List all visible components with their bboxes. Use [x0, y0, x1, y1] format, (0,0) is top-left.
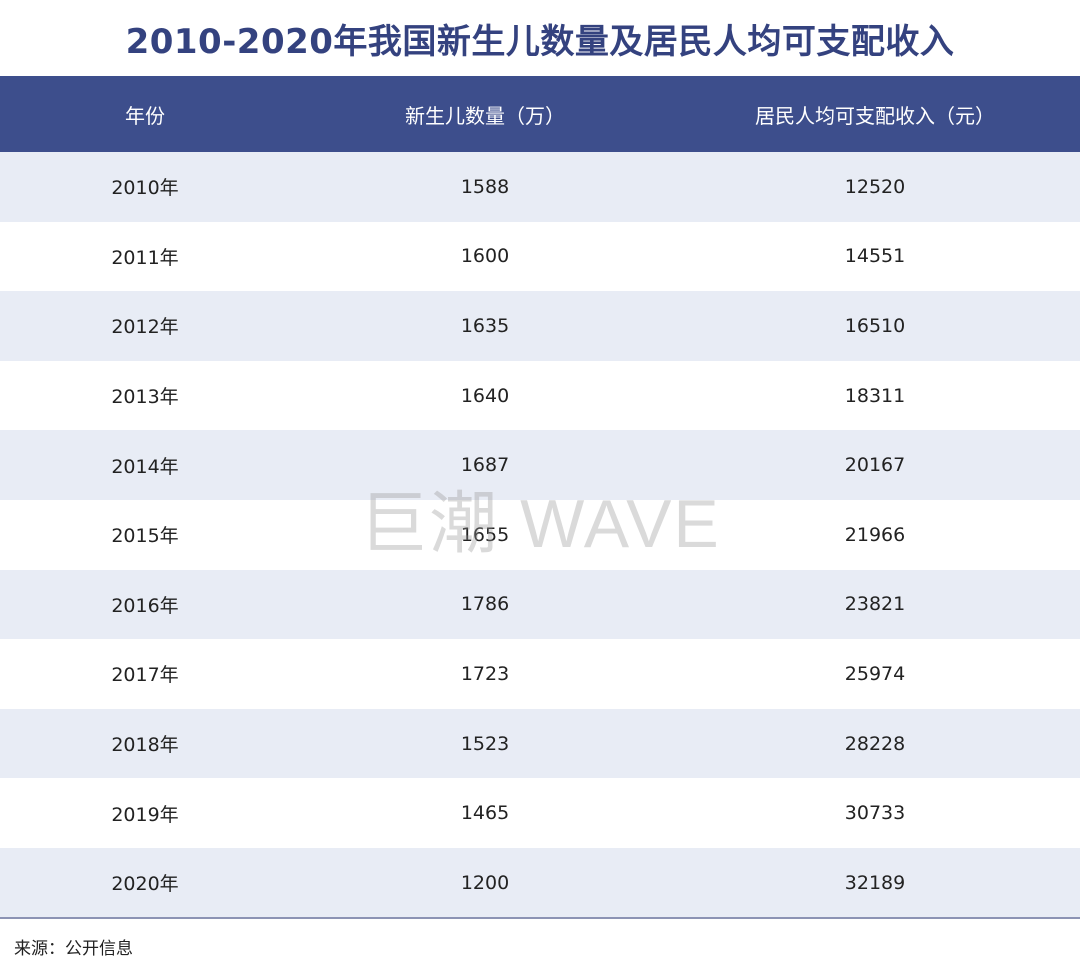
cell-newborns: 1723 [460, 662, 510, 685]
table-row: 2012年 1635 16510 [0, 291, 1080, 361]
cell-year: 2013年 [111, 386, 179, 409]
cell-newborns: 1200 [460, 871, 510, 894]
cell-income: 30733 [844, 802, 906, 825]
table-row: 2018年 1523 28228 [0, 708, 1080, 779]
table-row: 2014年 1687 20167 [0, 430, 1080, 500]
table-header: 年份 新生儿数量（万） 居民人均可支配收入（元） [0, 76, 1080, 152]
table-title: 2010-2020年我国新生儿数量及居民人均可支配收入 [125, 22, 955, 62]
cell-year: 2011年 [111, 246, 179, 269]
cell-newborns: 1687 [460, 454, 510, 477]
cell-year: 2020年 [111, 873, 179, 896]
cell-year: 2010年 [111, 177, 179, 200]
cell-year: 2012年 [111, 316, 179, 339]
cell-income: 23821 [844, 593, 906, 616]
cell-income: 14551 [844, 245, 906, 268]
cell-newborns: 1786 [460, 593, 510, 616]
cell-income: 16510 [844, 314, 906, 337]
cell-year: 2018年 [111, 734, 179, 757]
cell-income: 18311 [844, 384, 906, 407]
cell-year: 2016年 [111, 594, 179, 617]
table-bottom-divider [0, 917, 1080, 919]
header-year: 年份 [125, 103, 165, 128]
cell-newborns: 1465 [460, 802, 510, 825]
cell-income: 25974 [844, 662, 906, 685]
table-row: 2020年 1200 32189 [0, 847, 1080, 918]
cell-income: 32189 [844, 871, 906, 894]
cell-income: 28228 [844, 732, 906, 755]
cell-newborns: 1523 [460, 732, 510, 755]
table-row: 2017年 1723 25974 [0, 639, 1080, 709]
table-row: 2011年 1600 14551 [0, 222, 1080, 292]
table-row: 2015年 1655 21966 [0, 500, 1080, 570]
table-row: 2010年 1588 12520 [0, 152, 1080, 222]
table-row: 2019年 1465 30733 [0, 778, 1080, 848]
data-table: 年份 新生儿数量（万） 居民人均可支配收入（元） 2010年 1588 12520 2… [0, 76, 1080, 918]
cell-year: 2017年 [111, 664, 179, 687]
cell-newborns: 1600 [460, 245, 510, 268]
table-row: 2013年 1640 18311 [0, 361, 1080, 431]
cell-year: 2014年 [111, 455, 179, 478]
header-newborns: 新生儿数量（万） [405, 103, 565, 128]
table-row: 2016年 1786 23821 [0, 569, 1080, 640]
cell-newborns: 1635 [460, 314, 510, 337]
cell-income: 20167 [844, 454, 906, 477]
cell-newborns: 1588 [460, 175, 510, 198]
cell-year: 2015年 [111, 525, 179, 548]
cell-year: 2019年 [111, 803, 179, 826]
cell-income: 21966 [844, 523, 906, 546]
cell-newborns: 1640 [460, 384, 510, 407]
cell-newborns: 1655 [460, 523, 510, 546]
header-income: 居民人均可支配收入（元） [755, 103, 995, 128]
table-body: 2010年 1588 12520 2011年 1600 14551 2012年 1635 165… [0, 152, 1080, 918]
cell-income: 12520 [844, 175, 906, 198]
source-note: 来源：公开信息 [14, 939, 133, 959]
